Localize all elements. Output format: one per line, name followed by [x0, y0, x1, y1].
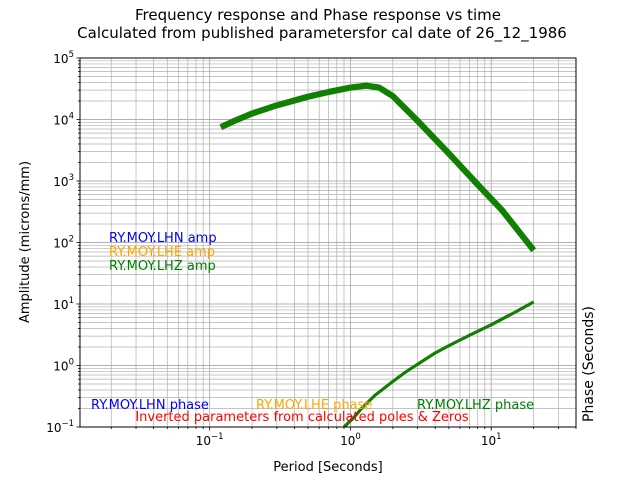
y-tick-label: 102 [53, 235, 74, 251]
legend-amp-entry: RY.MOY.LHE amp [109, 245, 215, 260]
legend-amp-entry: RY.MOY.LHZ amp [109, 259, 216, 274]
y-tick-label: 104 [53, 112, 74, 128]
legend-phase: RY.MOY.LHN phase RY.MOY.LHE phase RY.MOY.L… [91, 398, 534, 413]
series-line-ry-moy-lhz-phase [342, 300, 535, 427]
legend-amp-entry: RY.MOY.LHN amp [109, 231, 217, 246]
legend-phase-entry: RY.MOY.LHE phase [256, 398, 372, 413]
chart-title-line1: Frequency response and Phase response vs… [135, 6, 501, 24]
x-axis-label: Period [Seconds] [273, 460, 382, 475]
axes-frame [79, 57, 577, 428]
y-tick-label: 101 [53, 296, 74, 312]
x-tick-label: 10−1 [196, 432, 224, 448]
x-tick-label: 100 [340, 432, 361, 448]
y-tick-label: 10−1 [46, 419, 74, 435]
y-tick-label: 100 [53, 358, 74, 374]
y-tick-label: 105 [53, 50, 74, 66]
axis-ticks: 10−1 100 101 10−1 100 101 102 103 104 105 [46, 50, 577, 448]
legend-phase-entry: RY.MOY.LHN phase [91, 398, 209, 413]
y-axis-right-label: Phase (Seconds) [581, 306, 597, 422]
inversion-note: Inverted parameters from calculated pole… [135, 410, 469, 425]
legend-phase-entry: RY.MOY.LHZ phase [417, 398, 534, 413]
chart-title-line2: Calculated from published parametersfor … [77, 24, 567, 43]
series-lines [219, 82, 536, 427]
y-axis-label: Amplitude (microns/mm) [18, 161, 33, 323]
x-tick-label: 101 [481, 432, 502, 448]
y-tick-label: 103 [53, 173, 74, 189]
plot-area [219, 82, 536, 427]
series-line-ry-moy-lhz-amp [219, 82, 536, 253]
